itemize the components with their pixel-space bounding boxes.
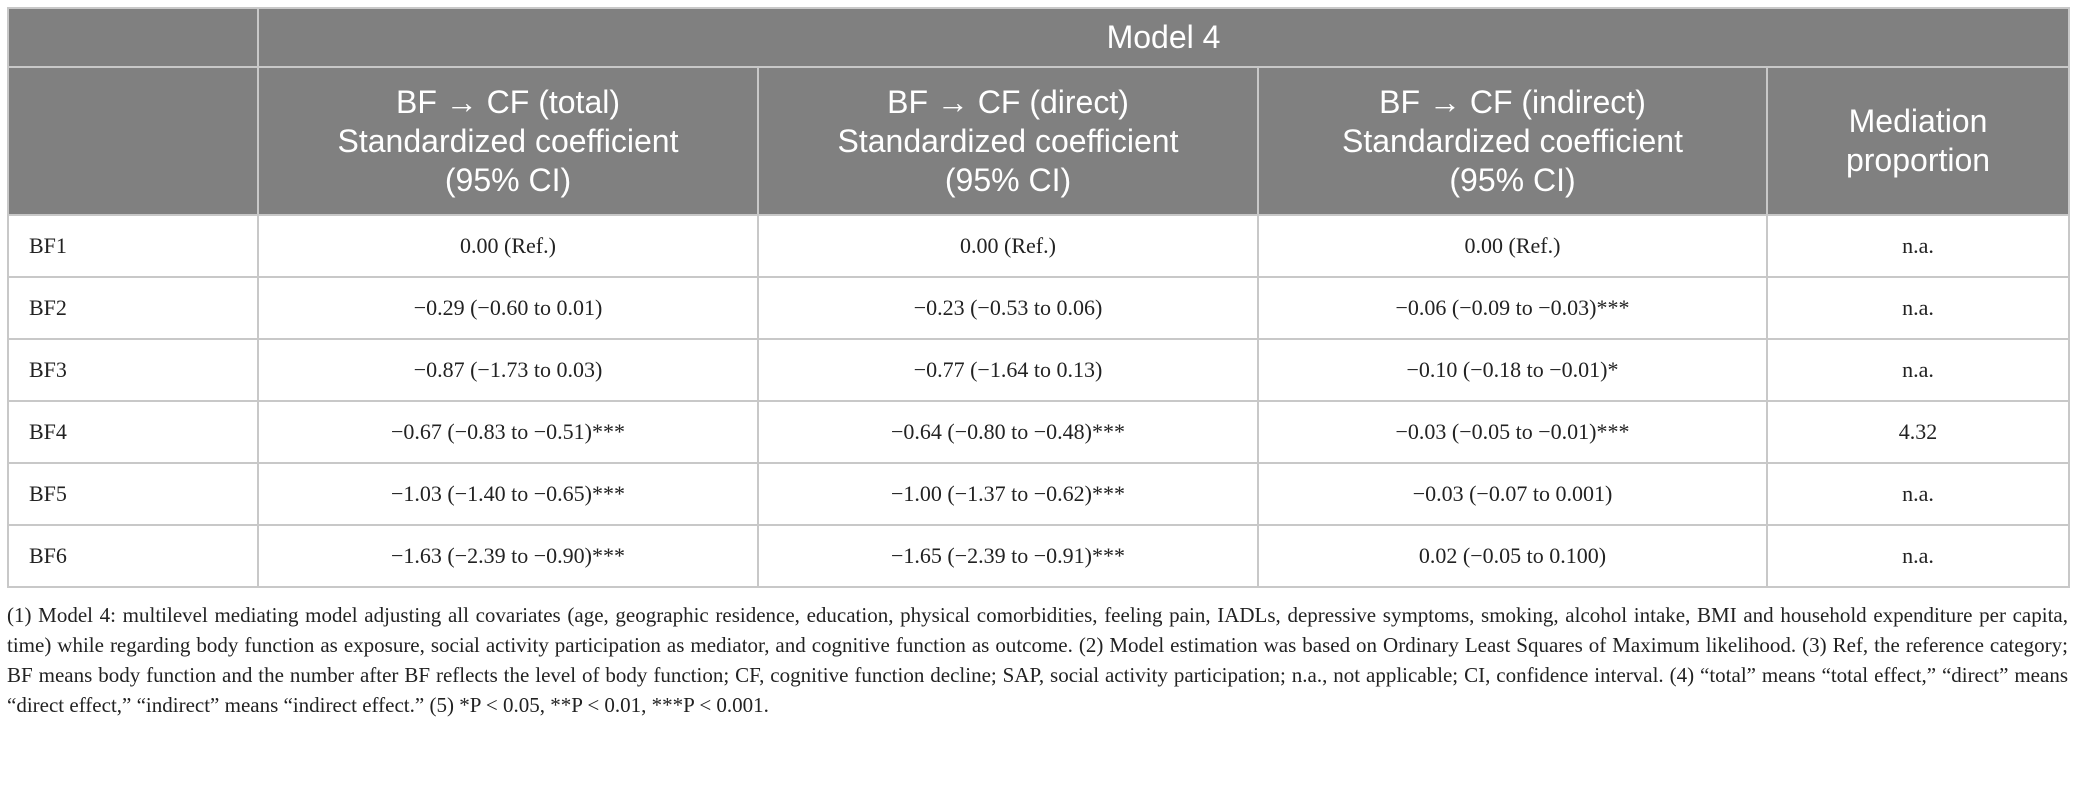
column-header-line: Standardized coefficient [1342,122,1683,159]
data-cell: −1.03 (−1.40 to −0.65)*** [257,462,759,526]
row-label: BF6 [7,524,259,588]
column-header: BF → CF (direct) Standardized coefficient… [757,66,1259,216]
data-cell: −1.00 (−1.37 to −0.62)*** [757,462,1259,526]
column-header-line: (95% CI) [444,161,572,198]
data-cell: −1.65 (−2.39 to −0.91)*** [757,524,1259,588]
data-cell: 0.02 (−0.05 to 0.100) [1257,524,1768,588]
column-header: BF → CF (indirect) Standardized coefficie… [1257,66,1768,216]
data-cell: n.a. [1765,276,2071,340]
corner-cell [7,7,259,68]
column-header: BF → CF (total) Standardized coefficient(… [257,66,759,216]
row-label: BF5 [7,462,259,526]
data-cell: 0.00 (Ref.) [757,214,1259,278]
data-cell: −0.03 (−0.05 to −0.01)*** [1257,400,1768,464]
column-header-line: BF → CF (indirect) [1379,83,1646,120]
column-header-line: (95% CI) [1449,161,1576,198]
data-row: BF1 0.00 (Ref.) 0.00 (Ref.) 0.00 (Ref.) n.a. [7,214,2071,278]
column-header-line: (95% CI) [944,161,1072,198]
data-cell: n.a. [1765,214,2071,278]
column-header-line: proportion [1845,142,1991,178]
data-cell: −0.23 (−0.53 to 0.06) [757,276,1259,340]
data-cell: n.a. [1765,462,2071,526]
data-cell: −0.06 (−0.09 to −0.03)*** [1257,276,1768,340]
row-label: BF2 [7,276,259,340]
results-table: Model 4 BF → CF (total) Standardized coeff… [7,7,2071,588]
column-header-line: BF → CF (direct) [887,83,1129,120]
column-header-line: Standardized coefficient [337,122,679,159]
data-row: BF5 −1.03 (−1.40 to −0.65)*** −1.00 (−1.37… [7,462,2071,526]
data-row: BF6 −1.63 (−2.39 to −0.90)*** −1.65 (−2.39… [7,524,2071,588]
header-row: Model 4 [7,7,2071,68]
data-cell: 4.32 [1765,400,2071,464]
group-header: Model 4 [256,7,2071,68]
data-cell: n.a. [1765,524,2071,588]
data-cell: n.a. [1765,338,2071,402]
row-label: BF3 [7,338,259,402]
data-cell: −0.03 (−0.07 to 0.001) [1257,462,1768,526]
table-container: Model 4 BF → CF (total) Standardized coeff… [7,7,2071,588]
data-cell: −0.10 (−0.18 to −0.01)* [1257,338,1768,402]
data-cell: 0.00 (Ref.) [1257,214,1768,278]
row-label: BF4 [7,400,259,464]
data-cell: −0.87 (−1.73 to 0.03) [257,338,759,402]
data-cell: −0.77 (−1.64 to 0.13) [757,338,1259,402]
data-cell: −0.67 (−0.83 to −0.51)*** [257,400,759,464]
data-cell: −1.63 (−2.39 to −0.90)*** [257,524,759,588]
data-cell: −0.64 (−0.80 to −0.48)*** [757,400,1259,464]
table-notes: (1) Model 4: multilevel mediating model … [7,603,2068,717]
row-label: BF1 [7,214,259,278]
header-row: BF → CF (total) Standardized coefficient(… [7,66,2071,216]
data-row: BF4 −0.67 (−0.83 to −0.51)*** −0.64 (−0.80… [7,400,2071,464]
column-header-line: Mediation [1848,103,1988,139]
data-cell: −0.29 (−0.60 to 0.01) [257,276,759,340]
column-header: Mediation proportion [1765,66,2071,216]
corner-cell [7,66,259,216]
data-row: BF2 −0.29 (−0.60 to 0.01) −0.23 (−0.53 to … [7,276,2071,340]
data-cell: 0.00 (Ref.) [257,214,759,278]
column-header-line: Standardized coefficient [837,122,1179,159]
column-header-line: BF → CF (total) [395,83,620,120]
data-row: BF3 −0.87 (−1.73 to 0.03) −0.77 (−1.64 to … [7,338,2071,402]
